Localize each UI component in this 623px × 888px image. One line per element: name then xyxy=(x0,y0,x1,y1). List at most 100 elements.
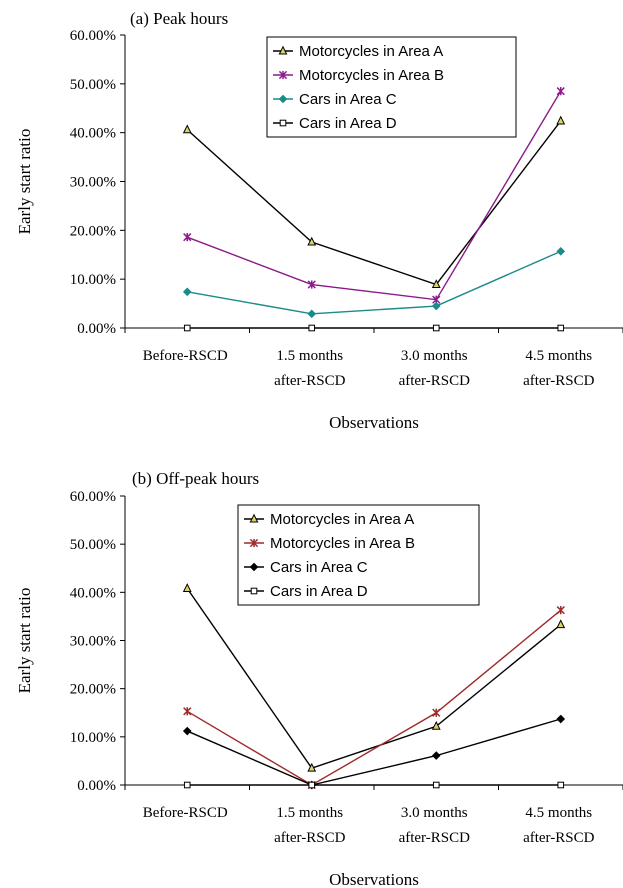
x-tick-label-line: 3.0 months xyxy=(401,805,468,821)
data-point xyxy=(307,309,317,319)
x-tick-label-line: 4.5 months xyxy=(525,348,592,364)
legend-entry: Cars in Area D xyxy=(244,583,368,600)
series-1 xyxy=(182,115,566,289)
x-axis-title: Observations xyxy=(329,413,419,432)
x-axis-title: Observations xyxy=(329,870,419,888)
series-line xyxy=(187,90,562,301)
series-line xyxy=(186,609,562,786)
data-point xyxy=(182,124,192,134)
x-tick-label: 4.5 months after-RSCD xyxy=(523,805,595,846)
y-tick-label: 40.00% xyxy=(70,585,116,601)
legend-box xyxy=(266,36,517,138)
data-point xyxy=(307,236,317,246)
series-2 xyxy=(183,606,565,790)
data-point xyxy=(183,233,192,242)
legend-entry: Motorcycles in Area B xyxy=(273,67,444,84)
chart-title: (a) Peak hours xyxy=(130,9,228,28)
legend-marker xyxy=(278,94,288,104)
data-point xyxy=(308,324,316,332)
x-tick-label-line: 3.0 months xyxy=(401,348,468,364)
y-tick-label: 50.00% xyxy=(70,537,116,553)
x-tick-label-line: after-RSCD xyxy=(523,830,595,846)
data-point xyxy=(183,324,191,332)
x-tick-label-line: after-RSCD xyxy=(523,373,595,389)
x-tick-label-line: Before-RSCD xyxy=(143,348,228,364)
data-point xyxy=(431,751,441,760)
legend: Motorcycles in Area A Motorcycles in Area… xyxy=(266,36,517,138)
legend-label: Motorcycles in Area A xyxy=(270,511,414,528)
y-axis-title: Early start ratio xyxy=(15,129,34,235)
y-tick-label: 20.00% xyxy=(70,223,116,239)
legend-entry: Cars in Area C xyxy=(273,91,397,108)
data-point xyxy=(431,301,441,311)
legend-entry: Motorcycles in Area B xyxy=(244,535,415,552)
data-point xyxy=(432,708,441,717)
y-tick-label: 0.00% xyxy=(77,778,116,794)
x-tick-label: 4.5 months after-RSCD xyxy=(523,348,595,389)
x-tick-label: 3.0 months after-RSCD xyxy=(399,805,471,846)
legend-entry: Motorcycles in Area A xyxy=(244,511,414,528)
data-point xyxy=(556,247,566,256)
y-tick-label: 60.00% xyxy=(70,28,116,44)
series-4 xyxy=(183,324,565,332)
data-point xyxy=(556,87,565,96)
legend: Motorcycles in Area A Motorcycles in Area… xyxy=(237,504,480,606)
y-tick-label: 60.00% xyxy=(70,489,116,505)
chart-off-peak-hours: 0.00% 10.00% 20.00% 30.00% 40.00% 50.00% 60.00… xyxy=(15,469,623,888)
x-tick-label-line: 1.5 months xyxy=(276,805,343,821)
x-tick-label-line: 4.5 months xyxy=(525,805,592,821)
legend-entry: Motorcycles in Area A xyxy=(273,43,443,60)
legend-label: Motorcycles in Area B xyxy=(299,67,444,84)
legend-box xyxy=(237,504,480,606)
legend-marker xyxy=(249,538,259,548)
data-point xyxy=(182,287,192,297)
x-tick-label: Before-RSCD xyxy=(143,805,228,821)
series-line xyxy=(187,250,562,315)
y-tick-label: 10.00% xyxy=(70,272,116,288)
y-tick-label: 10.00% xyxy=(70,730,116,746)
x-tick-label-line: 1.5 months xyxy=(276,348,343,364)
legend-entry: Cars in Area D xyxy=(273,115,397,132)
chart-peak-hours: 0.00% 10.00% 20.00% 30.00% 40.00% 50.00% 60.00… xyxy=(15,9,623,432)
data-point xyxy=(182,726,192,736)
data-point xyxy=(432,781,440,789)
data-point xyxy=(556,714,566,724)
x-tick-label-line: after-RSCD xyxy=(399,373,471,389)
legend-label: Cars in Area D xyxy=(270,583,368,600)
y-tick-label: 50.00% xyxy=(70,77,116,93)
data-point xyxy=(557,324,565,332)
series-2 xyxy=(183,87,565,304)
x-tick-label: 1.5 months after-RSCD xyxy=(274,805,346,846)
y-tick-label: 40.00% xyxy=(70,126,116,142)
legend-marker xyxy=(279,119,287,127)
series-line xyxy=(186,120,562,286)
legend-marker xyxy=(249,513,259,523)
legend-marker xyxy=(278,45,288,55)
data-point xyxy=(182,583,192,592)
y-axis-title: Early start ratio xyxy=(15,588,34,694)
x-tick-label-line: Before-RSCD xyxy=(143,805,228,821)
y-tick-label: 20.00% xyxy=(70,682,116,698)
data-point xyxy=(307,762,317,772)
legend-label: Motorcycles in Area A xyxy=(299,43,443,60)
data-point xyxy=(183,707,192,716)
legend-label: Cars in Area D xyxy=(299,115,397,132)
x-tick-label-line: after-RSCD xyxy=(274,373,346,389)
data-point xyxy=(432,324,440,332)
y-tick-label: 30.00% xyxy=(70,634,116,650)
data-point xyxy=(307,280,316,289)
data-point xyxy=(556,115,566,125)
data-point xyxy=(431,720,441,730)
legend-marker xyxy=(250,587,258,595)
series-line xyxy=(186,718,561,786)
y-tick-label: 0.00% xyxy=(77,321,116,337)
x-tick-label: 3.0 months after-RSCD xyxy=(399,348,471,389)
x-tick-label-line: after-RSCD xyxy=(274,830,346,846)
data-point xyxy=(556,619,566,629)
x-tick-label: 1.5 months after-RSCD xyxy=(274,348,346,389)
series-1 xyxy=(182,583,566,772)
series-3 xyxy=(182,247,566,319)
data-point xyxy=(431,279,441,289)
data-point xyxy=(556,606,565,615)
